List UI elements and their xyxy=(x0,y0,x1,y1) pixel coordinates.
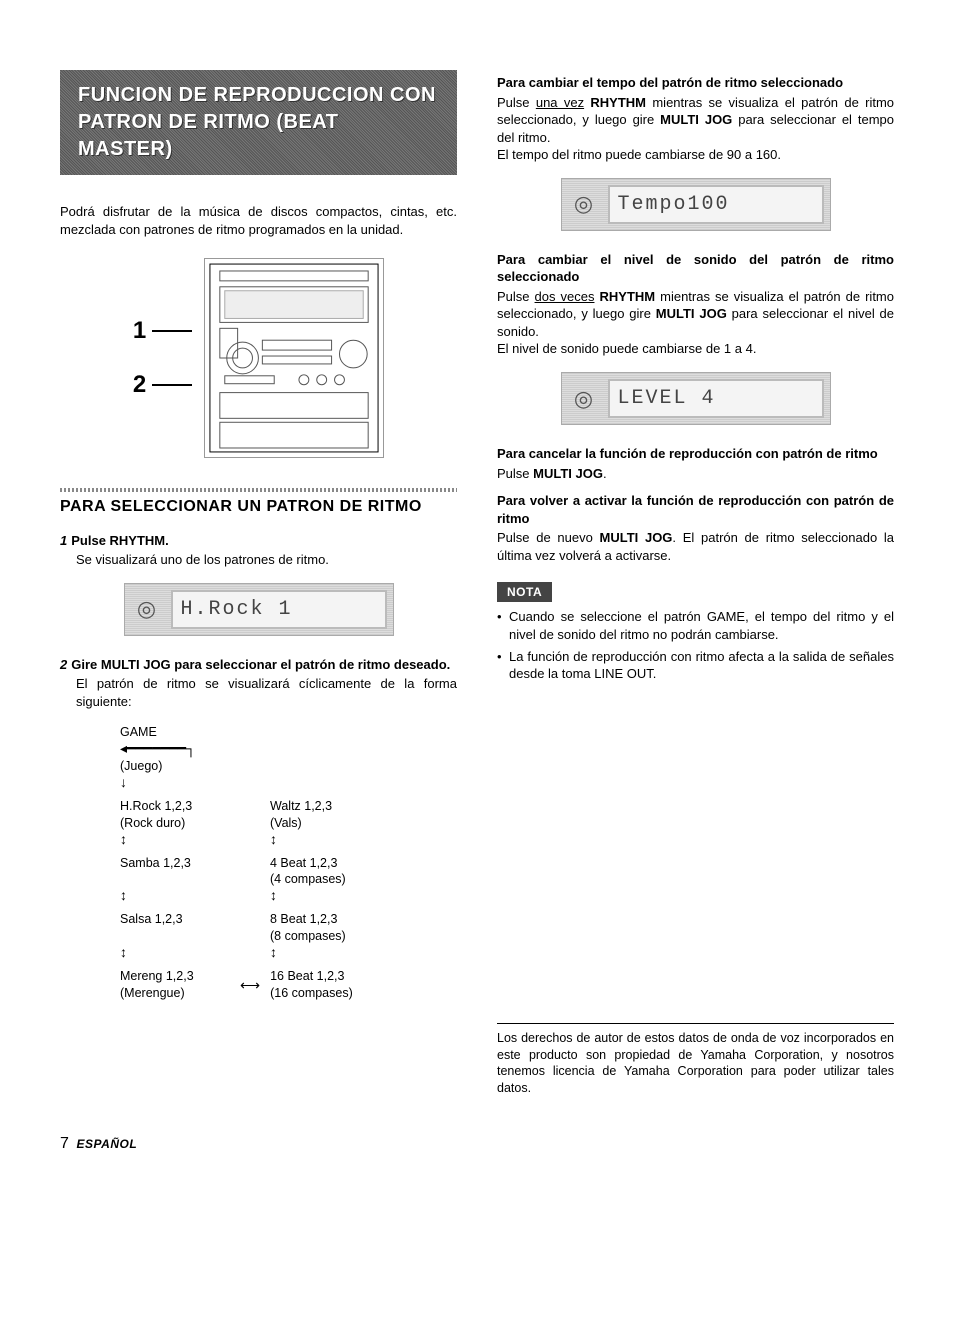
lcd-figure-tempo: ◎ Tempo100 xyxy=(497,178,894,231)
cycle-4beat: 4 Beat 1,2,3 xyxy=(270,856,337,870)
cycle-mereng-sub: (Merengue) xyxy=(120,986,185,1000)
cycle-16beat-sub: (16 compases) xyxy=(270,986,353,1000)
lcd-figure-level: ◎ LEVEL 4 xyxy=(497,372,894,425)
cycle-salsa: Salsa 1,2,3 xyxy=(120,912,183,926)
disc-icon: ◎ xyxy=(131,593,163,625)
cycle-waltz-sub: (Vals) xyxy=(270,816,302,830)
cycle-samba: Samba 1,2,3 xyxy=(120,856,191,870)
step-2: 2 Gire MULTI JOG para seleccionar el patr… xyxy=(60,656,457,711)
cycle-mereng: Mereng 1,2,3 xyxy=(120,969,194,983)
cancel-body: Pulse MULTI JOG. xyxy=(497,465,894,483)
step-1-heading: Pulse RHYTHM. xyxy=(71,533,169,548)
page-language: ESPAÑOL xyxy=(77,1137,138,1151)
cycle-game: GAME xyxy=(120,725,157,739)
level-title: Para cambiar el nivel de sonido del patr… xyxy=(497,251,894,286)
step-2-heading: Gire MULTI JOG para seleccionar el patró… xyxy=(71,657,450,672)
disc-icon: ◎ xyxy=(568,188,600,220)
nota-list: Cuando se seleccione el patrón GAME, el … xyxy=(497,608,894,682)
section-divider xyxy=(60,488,457,492)
tempo-body: Pulse una vez RHYTHM mientras se visuali… xyxy=(497,94,894,164)
resume-body: Pulse de nuevo MULTI JOG. El patrón de r… xyxy=(497,529,894,564)
step-1: 1 Pulse RHYTHM. Se visualizará uno de los… xyxy=(60,532,457,569)
resume-title: Para volver a activar la función de repr… xyxy=(497,492,894,527)
cycle-hrock: H.Rock 1,2,3 xyxy=(120,799,192,813)
cancel-title: Para cancelar la función de reproducción… xyxy=(497,445,894,463)
cycle-waltz: Waltz 1,2,3 xyxy=(270,799,332,813)
callout-1: 1 xyxy=(133,315,146,347)
title-banner: FUNCION DE REPRODUCCION CON PATRON DE RI… xyxy=(60,70,457,175)
lcd-screen-level: LEVEL 4 xyxy=(608,379,824,418)
pattern-cycle-diagram: GAME ◂━━━━━━━┐ (Juego) ↓ H.Rock 1,2,3 (R… xyxy=(120,724,457,1001)
lcd-screen-tempo: Tempo100 xyxy=(608,185,824,224)
copyright-notice: Los derechos de autor de estos datos de … xyxy=(497,1023,894,1098)
stereo-diagram: 1 2 xyxy=(60,258,457,458)
cycle-hrock-sub: (Rock duro) xyxy=(120,816,185,830)
nota-label: NOTA xyxy=(497,582,552,602)
callout-2: 2 xyxy=(133,369,146,401)
nota-item: Cuando se seleccione el patrón GAME, el … xyxy=(497,608,894,643)
banner-line-2: PATRON DE RITMO (BEAT MASTER) xyxy=(78,109,439,163)
section-title: PARA SELECCIONAR UN PATRON DE RITMO xyxy=(60,496,457,518)
tempo-title: Para cambiar el tempo del patrón de ritm… xyxy=(497,74,894,92)
page-number: 7 xyxy=(60,1135,69,1152)
lcd-figure-rhythm: ◎ H.Rock 1 xyxy=(60,583,457,636)
step-2-body: El patrón de ritmo se visualizará cíclic… xyxy=(60,675,457,710)
cycle-8beat-sub: (8 compases) xyxy=(270,929,346,943)
cycle-16beat: 16 Beat 1,2,3 xyxy=(270,969,344,983)
disc-icon: ◎ xyxy=(568,383,600,415)
step-1-number: 1 xyxy=(60,533,67,548)
cycle-game-sub: (Juego) xyxy=(120,759,162,773)
nota-item: La función de reproducción con ritmo afe… xyxy=(497,648,894,683)
level-body: Pulse dos veces RHYTHM mientras se visua… xyxy=(497,288,894,358)
lcd-screen-rhythm: H.Rock 1 xyxy=(171,590,387,629)
cycle-8beat: 8 Beat 1,2,3 xyxy=(270,912,337,926)
step-2-number: 2 xyxy=(60,657,67,672)
step-1-body: Se visualizará uno de los patrones de ri… xyxy=(60,551,457,569)
page-footer: 7 ESPAÑOL xyxy=(60,1133,894,1155)
intro-text: Podrá disfrutar de la música de discos c… xyxy=(60,203,457,238)
cycle-4beat-sub: (4 compases) xyxy=(270,872,346,886)
banner-line-1: FUNCION DE REPRODUCCION CON xyxy=(78,82,439,109)
stereo-illustration xyxy=(204,258,384,458)
